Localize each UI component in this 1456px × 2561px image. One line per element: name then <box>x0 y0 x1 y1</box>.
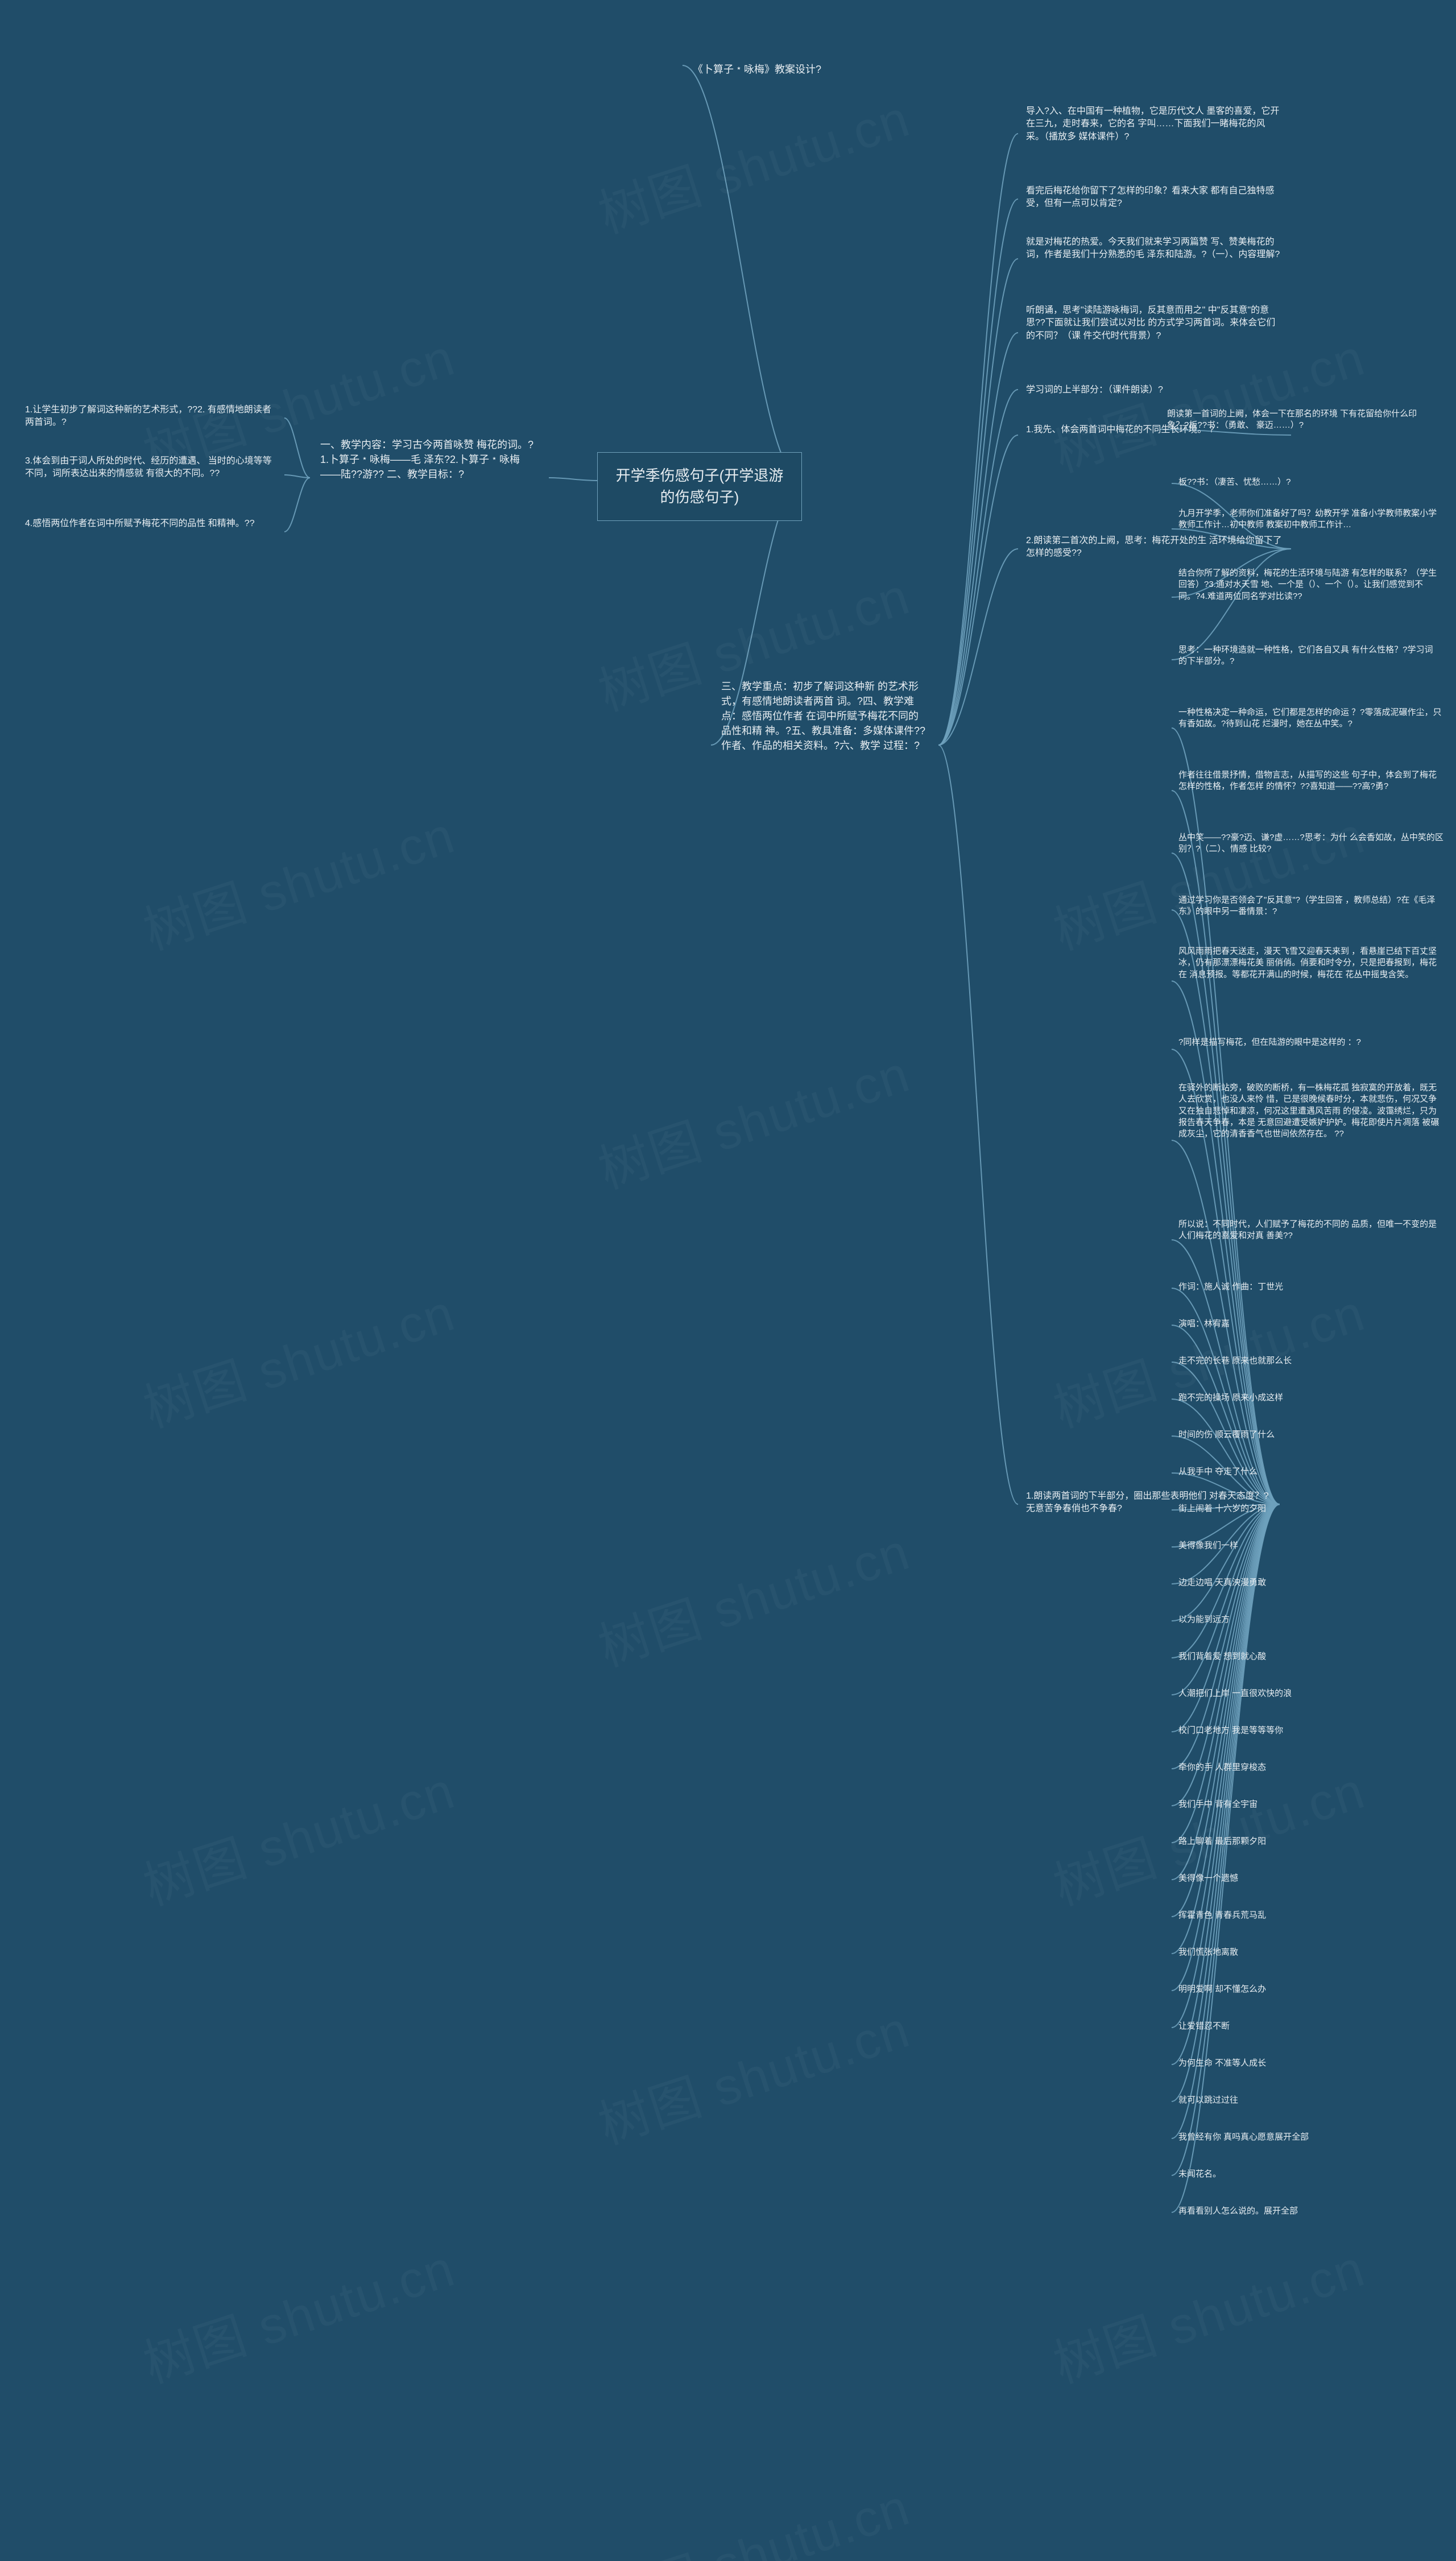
watermark-text: 树图 shutu.cn <box>1043 794 1373 964</box>
mindmap-node-r8_3[interactable]: 丛中笑——??豪?迈、谦?虚……?思考：为什 么会香如故，丛中笑的区别？?（二）… <box>1172 828 1450 879</box>
watermark-text: 树图 shutu.cn <box>588 1033 918 1203</box>
mindmap-node-r8_25[interactable]: 美得像一个遗憾 <box>1172 1868 1320 1891</box>
mindmap-edge <box>1172 1504 1280 2138</box>
mindmap-edge <box>284 475 310 478</box>
mindmap-node-r2[interactable]: 看完后梅花给你留下了怎样的印象？看来大家 都有自己独特感受，但有一点可以肯定? <box>1018 179 1291 219</box>
watermark-text: 树图 shutu.cn <box>588 77 918 247</box>
mindmap-node-a1_3[interactable]: 4.感悟两位作者在词中所赋予梅花不同的品性 和精神。?? <box>17 512 284 552</box>
watermark-text: 树图 shutu.cn <box>588 1988 918 2158</box>
watermark-text: 树图 shutu.cn <box>133 794 463 964</box>
mindmap-node-center[interactable]: 开学季伤感句子(开学退游 的伤感句子) <box>597 452 802 521</box>
watermark-text: 树图 shutu.cn <box>133 1272 463 1442</box>
mindmap-edge <box>938 390 1018 745</box>
mindmap-node-r8_11[interactable]: 走不完的长巷 原来也就那么长 <box>1172 1351 1388 1373</box>
mindmap-node-r3[interactable]: 就是对梅花的热爱。今天我们就来学习两篇赞 写、赞美梅花的词，作者是我们十分熟悉的… <box>1018 230 1291 287</box>
mindmap-stage: 树图 shutu.cn 树图 shutu.cn 树图 shutu.cn 树图 shut… <box>0 0 1456 2561</box>
watermark-text: 树图 shutu.cn <box>1043 2227 1373 2397</box>
mindmap-node-c_block[interactable]: 三、教学重点：初步了解词这种新 的艺术形式，有感情地朗读者两首 词。?四、教学难… <box>711 671 938 819</box>
mindmap-edge <box>549 478 597 481</box>
mindmap-node-r8_9[interactable]: 作词：施人诚 作曲：丁世光 <box>1172 1277 1388 1300</box>
mindmap-edge <box>1172 1504 1280 1917</box>
mindmap-edge <box>938 745 1018 1504</box>
mindmap-node-r8_27[interactable]: 我们慌张地离散 <box>1172 1942 1320 1965</box>
mindmap-edge <box>284 418 310 478</box>
mindmap-node-r7_4[interactable]: 思考：一种环境造就一种性格，它们各自又具 有什么性格？?学习词的下半部分。? <box>1172 640 1445 680</box>
mindmap-node-r8_13[interactable]: 时间的伤 顺云覆雨了什么 <box>1172 1425 1376 1447</box>
mindmap-edge <box>938 199 1018 745</box>
mindmap-node-a1[interactable]: 一、教学内容：学习古今两首咏赞 梅花的词。?1.卜算子﹡咏梅——毛 泽东?2.卜… <box>310 429 549 526</box>
mindmap-node-r8_12[interactable]: 跑不完的操场 原来小成这样 <box>1172 1388 1388 1410</box>
mindmap-node-r8_24[interactable]: 路上聊着 最后那颗夕阳 <box>1172 1831 1365 1854</box>
mindmap-edge <box>938 435 1018 745</box>
mindmap-node-r8_19[interactable]: 我们背着爱 想到就心酸 <box>1172 1646 1365 1669</box>
mindmap-node-a1_1[interactable]: 1.让学生初步了解词这种新的艺术形式，??2. 有感情地朗读者两首词。? <box>17 398 284 438</box>
watermark-text: 树图 shutu.cn <box>133 2227 463 2397</box>
mindmap-edge <box>284 478 310 532</box>
watermark-text: 树图 shutu.cn <box>133 1749 463 1919</box>
mindmap-node-r8_22[interactable]: 牵你的手 人群里穿梭态 <box>1172 1757 1365 1780</box>
mindmap-node-r8_17[interactable]: 边走边唱 天真泱漫勇敢 <box>1172 1573 1365 1595</box>
mindmap-node-r8_31[interactable]: 就可以跳过过往 <box>1172 2090 1320 2113</box>
mindmap-edge <box>682 65 802 481</box>
mindmap-node-r7_2[interactable]: 九月开学季，老师你们准备好了吗？幼教开学 准备小学教师教案小学教师工作计…初中教… <box>1172 503 1445 555</box>
mindmap-node-r8_16[interactable]: 美得像我们一样 <box>1172 1536 1320 1558</box>
mindmap-node-r8_34[interactable]: 再看看别人怎么说的。展开全部 <box>1172 2201 1399 2224</box>
mindmap-node-r7_1[interactable]: 板??书：（凄苦、忧愁……）? <box>1172 472 1388 495</box>
mindmap-node-r8_1[interactable]: 一种性格决定一种命运，它们都是怎样的命运 ？?零落成泥碾作尘，只有香如故。?待到… <box>1172 702 1450 754</box>
mindmap-node-r8_4[interactable]: 通过学习你是否领会了"反其意"?（学生回答 ，教师总结）?在《毛泽东》的眼中另一… <box>1172 890 1450 930</box>
watermark-text: 树图 shutu.cn <box>588 1511 918 1681</box>
mindmap-node-r8_23[interactable]: 我们手中 背有全宇宙 <box>1172 1794 1354 1817</box>
mindmap-node-r8_5[interactable]: 风风雨雨把春天送走，漫天飞雪又迎春天来到 ，看悬崖已结下百丈坚冰，仍有那漂漂梅花… <box>1172 941 1450 1021</box>
mindmap-node-r8_2[interactable]: 作者往往借景抒情，借物言志，从描写的这些 句子中，体会到了梅花怎样的性格，作者怎… <box>1172 765 1450 816</box>
mindmap-node-r6_1[interactable]: 朗读第一首词的上阙，体会一下在那名的环境 下有花留给你什么印象？?板??书：（勇… <box>1160 404 1433 455</box>
mindmap-node-r8_26[interactable]: 挥霍青色 青春兵荒马乱 <box>1172 1905 1365 1928</box>
mindmap-node-r8_33[interactable]: 未闻花名。 <box>1172 2164 1297 2187</box>
mindmap-node-a1_2[interactable]: 3.体会到由于词人所处的时代、经历的遭遇、 当时的心境等等不同，词所表达出来的情… <box>17 449 284 500</box>
mindmap-node-r8_7[interactable]: 在驿外的断站旁，破败的断桥，有一株梅花孤 独寂寞的开放着，既无人去欣赏，也没人来… <box>1172 1078 1450 1203</box>
mindmap-node-r8_8[interactable]: 所以说：不同时代，人们赋予了梅花的不同的 品质，但唯一不变的是人们梅花的喜爱和对… <box>1172 1214 1450 1265</box>
mindmap-node-r8_6[interactable]: ?同样是描写梅花，但在陆游的眼中是这样的 ：? <box>1172 1032 1450 1066</box>
mindmap-node-r8_29[interactable]: 让爱错忍不断 <box>1172 2016 1308 2039</box>
watermark-text: 树图 shutu.cn <box>588 2466 918 2561</box>
mindmap-node-r4[interactable]: 听朗诵，思考"读陆游咏梅词，反其意而用之" 中"反其意"的意思??下面就让我们尝… <box>1018 299 1291 367</box>
mindmap-edge <box>938 259 1018 745</box>
mindmap-node-r8_21[interactable]: 校门口老地方 我是等等等你 <box>1172 1720 1388 1743</box>
mindmap-node-r8_32[interactable]: 我曾经有你 真吗真心愿意展开全部 <box>1172 2127 1410 2150</box>
mindmap-node-r8_10[interactable]: 演唱：林宥嘉 <box>1172 1314 1308 1337</box>
mindmap-edge <box>938 134 1018 745</box>
mindmap-node-r1[interactable]: 导入?入、在中国有一种植物，它是历代文人 墨客的喜爱，它开在三九，走时春来，它的… <box>1018 100 1291 168</box>
mindmap-edge <box>938 333 1018 745</box>
mindmap-node-r8_28[interactable]: 明明爱啊 却不懂怎么办 <box>1172 1979 1365 2002</box>
mindmap-node-r8_20[interactable]: 人潮把们上岸 一直很欢快的浪 <box>1172 1683 1399 1706</box>
mindmap-node-r8_15[interactable]: 街上闹着 十六岁的夕阳 <box>1172 1499 1365 1521</box>
mindmap-node-r7_3[interactable]: 结合你所了解的资料，梅花的生活环境与陆游 有怎样的联系？（学生回答）?3.通对水… <box>1172 563 1445 631</box>
mindmap-edge <box>938 549 1018 745</box>
mindmap-node-r8_14[interactable]: 从我手中 夺走了什么 <box>1172 1462 1354 1484</box>
mindmap-node-r5[interactable]: 学习词的上半部分：（课件朗读）? <box>1018 378 1257 402</box>
mindmap-node-r8_30[interactable]: 为何生命 不准等人成长 <box>1172 2053 1365 2076</box>
mindmap-node-b_top[interactable]: 《卜算子﹡咏梅》教案设计? <box>682 54 864 85</box>
mindmap-node-r8_18[interactable]: 以为能到远方 <box>1172 1610 1308 1632</box>
